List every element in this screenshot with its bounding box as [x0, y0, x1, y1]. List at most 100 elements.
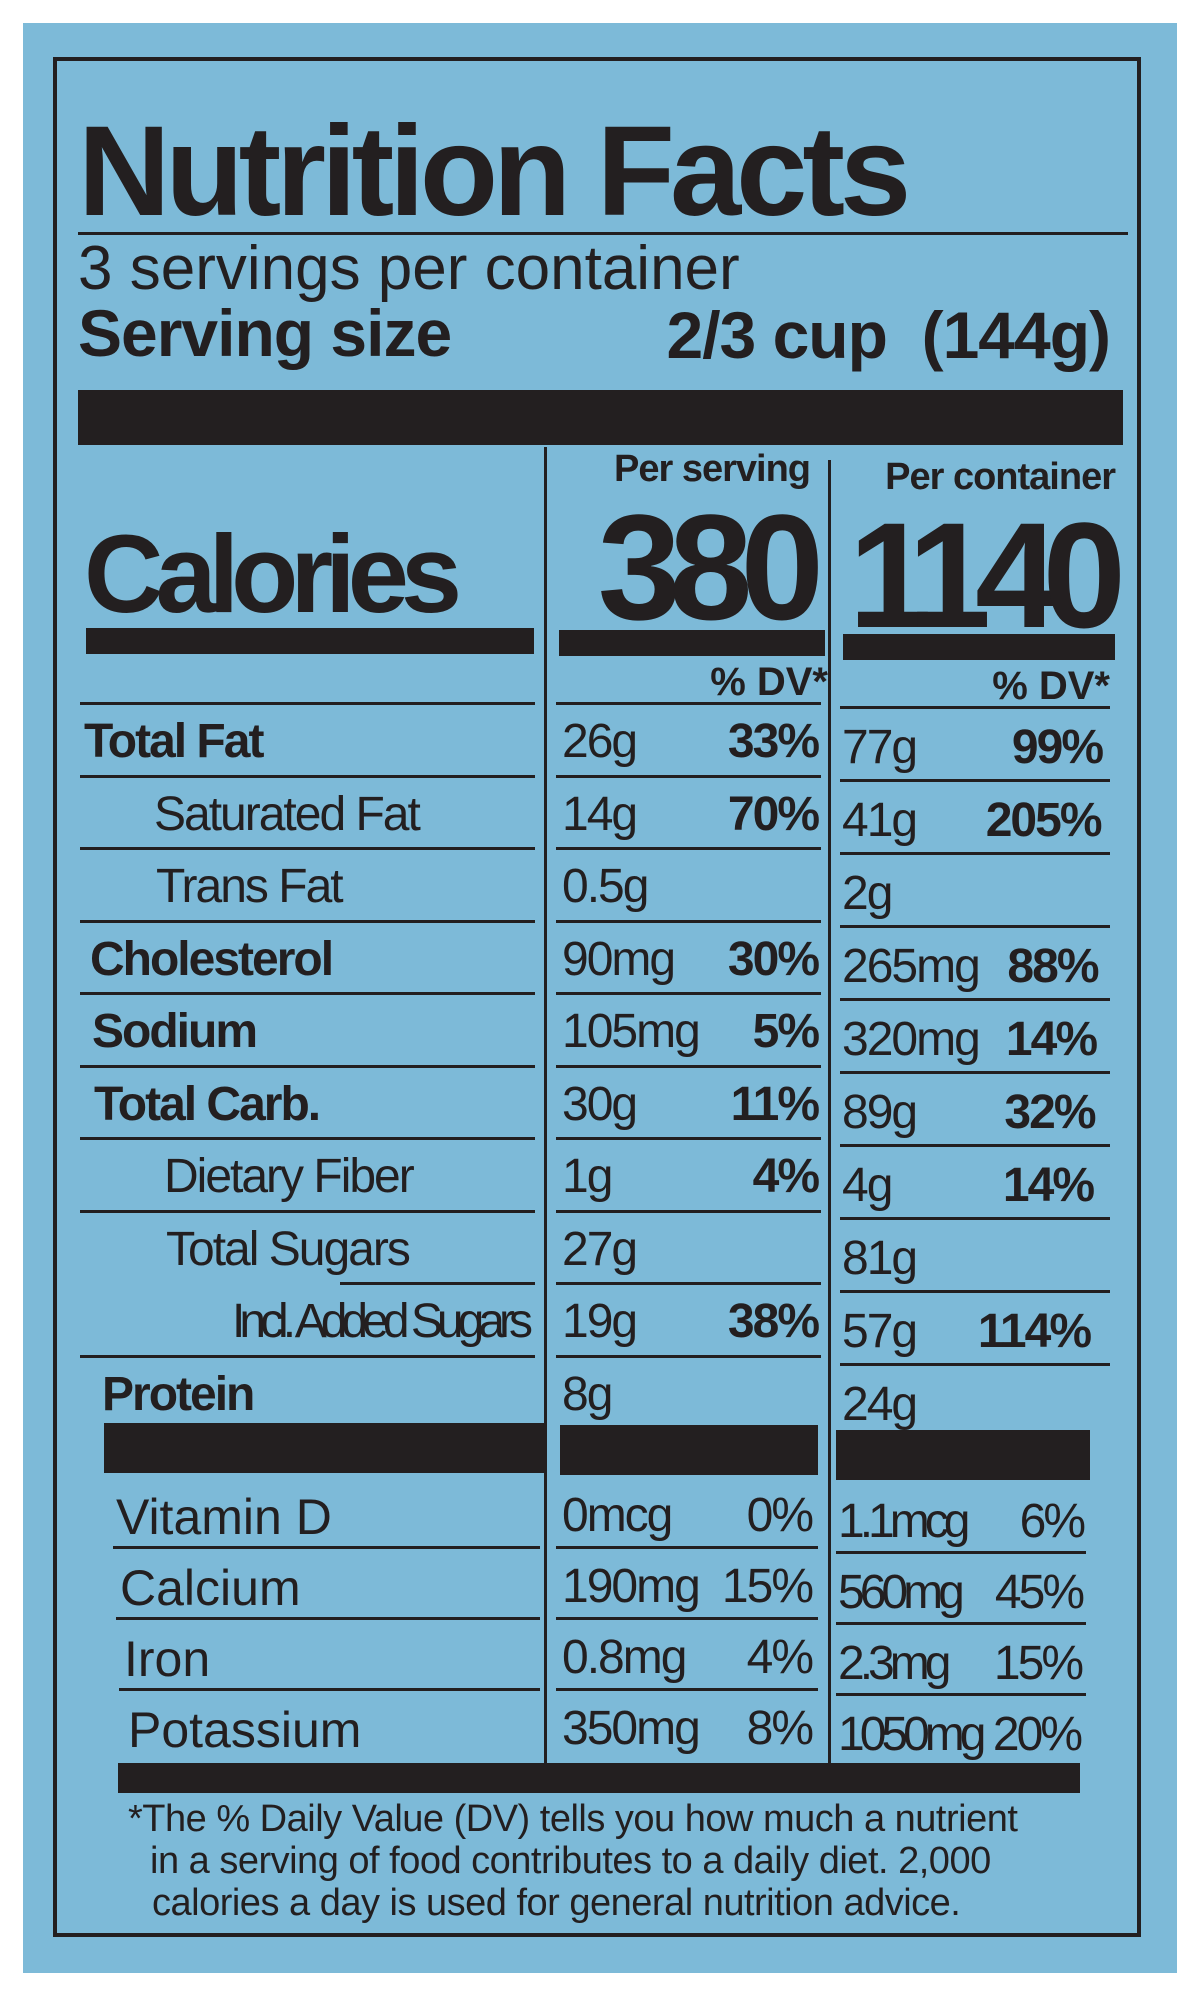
serving-size-label: Serving size: [78, 296, 452, 370]
row-divider: [113, 1546, 540, 1549]
nutrient-label: Incl. Added Sugars: [232, 1295, 533, 1348]
dv-header-serving: % DV*: [710, 660, 828, 704]
nutrient-label: Sodium: [92, 1005, 258, 1058]
footnote-line: *The % Daily Value (DV) tells you how mu…: [128, 1798, 1018, 1840]
serving-dv: 30%: [727, 932, 820, 986]
column-divider: [544, 447, 547, 1765]
row-divider: [80, 847, 535, 850]
nutrient-row: Total Sugars 27g 81g: [0, 1209, 1200, 1285]
serving-amount: 27g: [562, 1222, 638, 1276]
row-divider: [80, 1209, 535, 1213]
vitamin-row: Iron 0.8mg 4% 2.3mg 15%: [0, 1617, 1200, 1692]
calories-per-serving: 380: [597, 483, 824, 651]
container-amount: 81g: [842, 1232, 918, 1285]
nutrient-row: Total Fat 26g 33% 77g 99%: [0, 702, 1200, 776]
row-divider: [80, 774, 535, 778]
row-divider: [556, 847, 821, 850]
container-amount: 41g: [842, 794, 918, 847]
calories-per-container: 1140: [848, 491, 1126, 659]
nutrient-row: Total Carb. 30g 11% 89g 32%: [0, 1064, 1200, 1139]
nutrition-label-border: [53, 57, 1141, 1937]
container-dv: 99%: [1011, 721, 1104, 774]
serving-dv: 38%: [727, 1295, 820, 1348]
row-divider: [556, 1354, 821, 1358]
container-dv: 32%: [1004, 1086, 1096, 1139]
vitamin-serving-amount: 0mcg: [562, 1489, 673, 1542]
row-divider: [836, 1551, 1086, 1554]
row-divider: [556, 1064, 821, 1068]
footnote-line: calories a day is used for general nutri…: [152, 1882, 961, 1924]
serving-amount: 1g: [562, 1150, 613, 1203]
row-divider: [340, 1282, 535, 1285]
row-divider: [556, 1282, 821, 1285]
container-dv: 14%: [1005, 1013, 1098, 1066]
row-divider: [556, 774, 821, 778]
row-divider: [840, 706, 1110, 709]
vitamin-label: Iron: [124, 1631, 211, 1687]
vitamin-row: Vitamin D 0mcg 0% 1.1mcg 6%: [0, 1478, 1200, 1550]
row-divider: [840, 1144, 1110, 1147]
row-divider: [556, 992, 821, 995]
row-divider: [840, 779, 1110, 782]
serving-amount: 0.5g: [562, 860, 649, 913]
footnote-line: in a serving of food contributes to a da…: [150, 1840, 991, 1882]
row-divider: [556, 919, 821, 923]
serving-size-value: 2/3 cup (144g): [666, 298, 1111, 372]
vitamin-container-dv: 6%: [1019, 1495, 1086, 1548]
row-divider: [840, 1363, 1110, 1366]
container-dv: 205%: [985, 794, 1103, 847]
vitamin-row: Calcium 190mg 15% 560mg 45%: [0, 1546, 1200, 1621]
vitamin-row: Potassium 350mg 8% 1050mg 20%: [0, 1688, 1200, 1763]
row-divider: [556, 1546, 818, 1549]
vitamin-label: Vitamin D: [116, 1489, 332, 1545]
row-divider: [556, 1688, 818, 1691]
row-divider: [80, 1064, 535, 1068]
row-divider: [840, 998, 1110, 1001]
nutrient-row: Incl. Added Sugars 19g 38% 57g 114%: [0, 1282, 1200, 1356]
row-divider: [80, 992, 535, 995]
calories-bar: [559, 630, 825, 656]
vitamin-serving-dv: 8%: [746, 1702, 814, 1755]
serving-amount: 14g: [562, 787, 638, 841]
row-divider: [80, 1354, 535, 1358]
thick-bar: [78, 390, 1123, 445]
row-divider: [556, 1137, 821, 1140]
nutrient-row: Protein 8g 24g: [0, 1354, 1200, 1429]
vitamin-container-amount: 2.3mg: [838, 1637, 951, 1690]
nutrient-label: Dietary Fiber: [164, 1150, 415, 1203]
serving-dv: 70%: [727, 787, 820, 841]
vitamin-label: Calcium: [120, 1560, 301, 1616]
thick-bar: [118, 1763, 1080, 1793]
thick-bar: [560, 1425, 818, 1475]
column-divider: [828, 460, 831, 1765]
nutrient-row: Trans Fat 0.5g 2g: [0, 847, 1200, 921]
serving-amount: 8g: [562, 1367, 613, 1421]
vitamin-serving-amount: 190mg: [562, 1560, 701, 1613]
servings-per-container: 3 servings per container: [78, 234, 740, 303]
vitamin-container-dv: 45%: [994, 1566, 1085, 1619]
vitamin-container-amount: 1050mg: [838, 1708, 986, 1761]
calories-bar: [843, 634, 1115, 660]
container-amount: 77g: [842, 721, 918, 774]
vitamin-label: Potassium: [128, 1702, 362, 1758]
row-divider: [116, 1617, 540, 1620]
row-divider: [556, 702, 821, 705]
thick-bar: [836, 1430, 1090, 1480]
row-divider: [80, 919, 535, 923]
nutrient-label: Saturated Fat: [154, 787, 421, 841]
row-divider: [556, 1617, 818, 1620]
dv-header-container: % DV*: [992, 664, 1110, 708]
vitamin-container-amount: 560mg: [838, 1566, 965, 1619]
serving-amount: 105mg: [562, 1005, 701, 1058]
row-divider: [840, 1290, 1110, 1293]
vitamin-serving-dv: 0%: [746, 1489, 814, 1542]
serving-amount: 26g: [562, 715, 638, 768]
per-serving-header: Per serving: [614, 448, 811, 490]
divider: [78, 232, 1128, 235]
serving-dv: 11%: [730, 1077, 820, 1131]
row-divider: [840, 852, 1110, 855]
nutrient-label: Protein: [102, 1367, 255, 1421]
row-divider: [556, 1209, 821, 1213]
nutrient-label: Total Carb.: [94, 1077, 321, 1131]
thick-bar: [104, 1423, 544, 1473]
